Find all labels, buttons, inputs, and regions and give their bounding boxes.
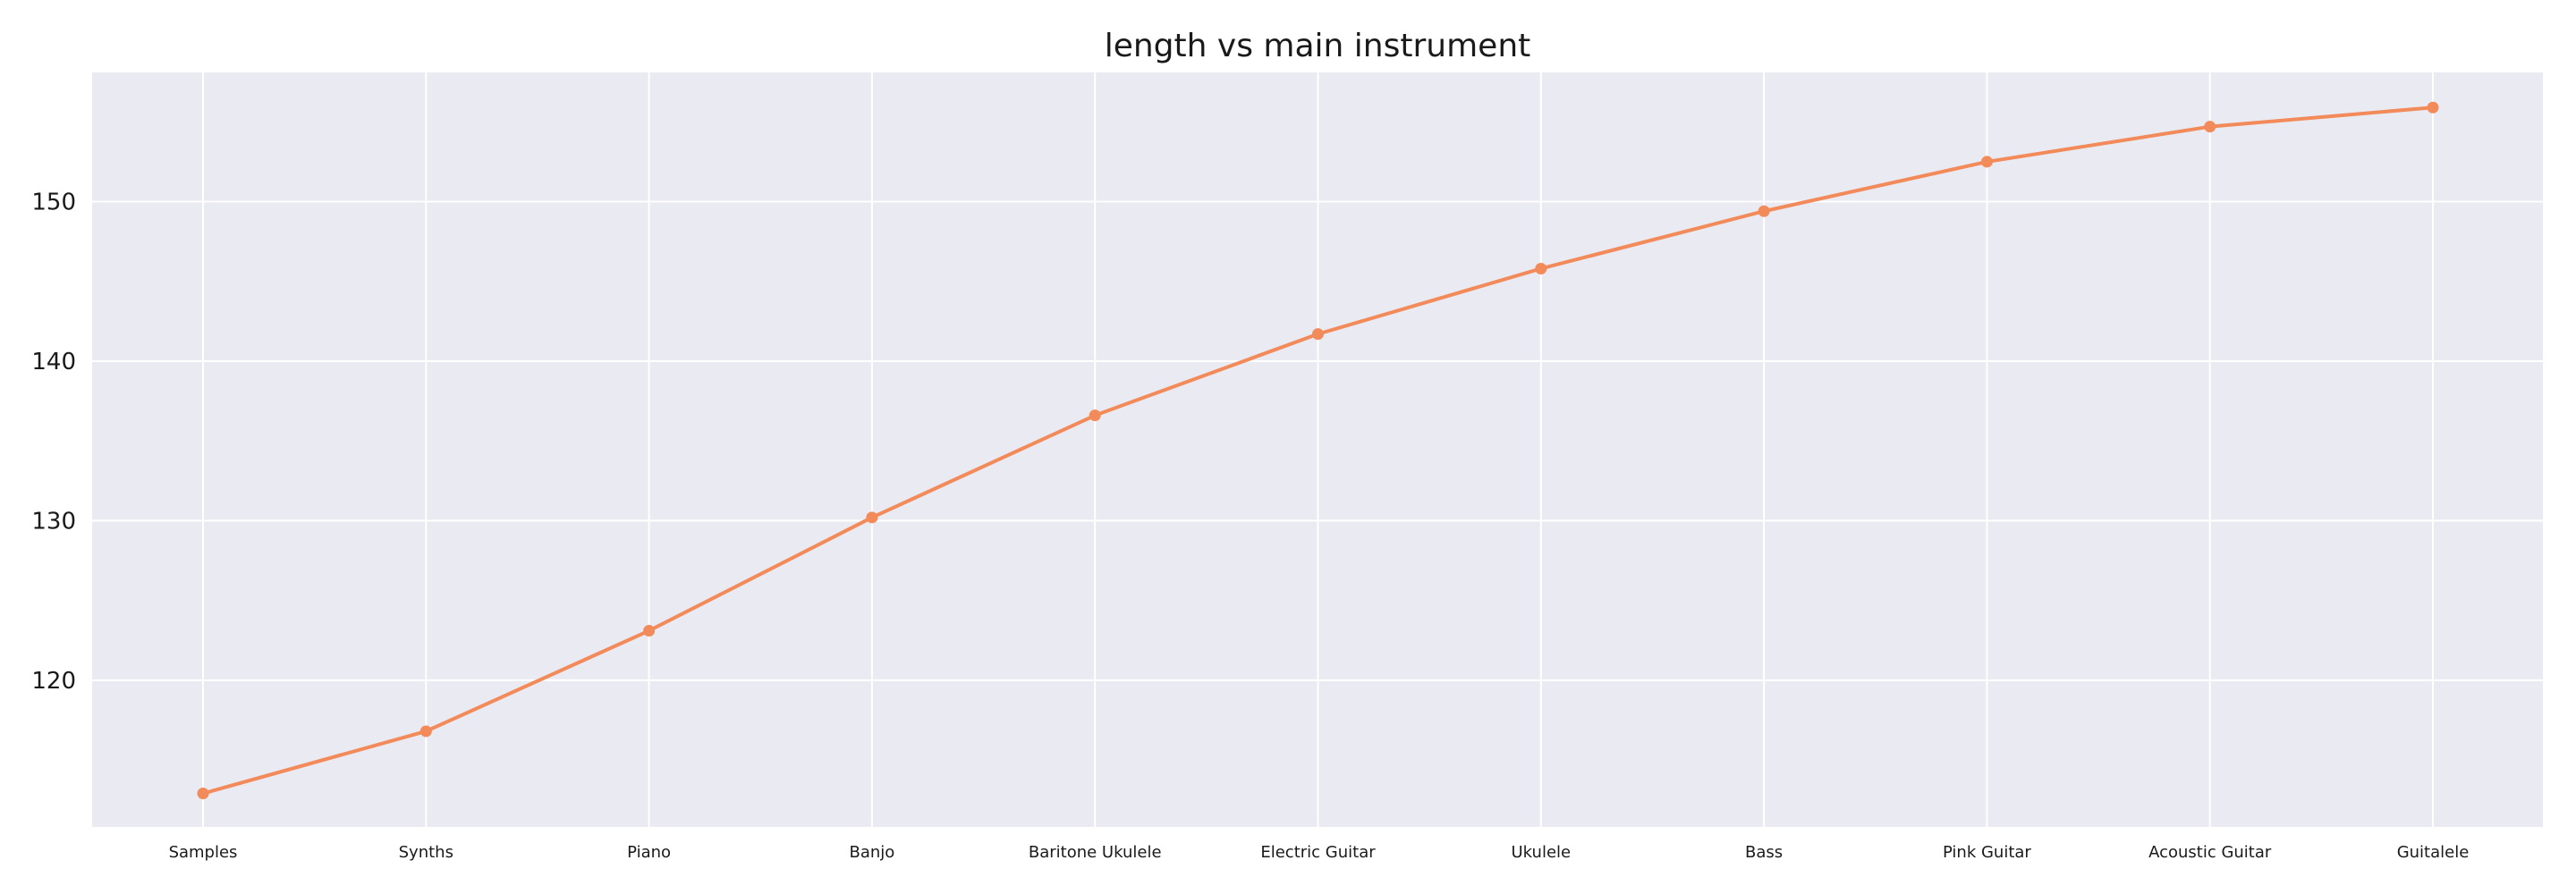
x-tick-label: Piano (627, 843, 671, 862)
data-point (2204, 121, 2216, 133)
x-tick-label: Acoustic Guitar (2148, 843, 2272, 862)
data-point (1535, 262, 1547, 274)
x-tick-label: Pink Guitar (1943, 843, 2031, 862)
data-point (2427, 101, 2439, 114)
data-point (1312, 328, 1324, 341)
x-tick-label: Guitalele (2397, 843, 2470, 862)
y-tick-label: 130 (31, 508, 76, 535)
data-point (197, 788, 209, 800)
x-tick-label: Bass (1745, 843, 1783, 862)
data-point (1980, 156, 1993, 168)
series-group (197, 101, 2439, 800)
y-axis-ticks: 120 130 140 150 (31, 190, 76, 695)
data-point (1089, 409, 1101, 422)
x-axis-ticks: Samples Synths Piano Banjo Baritone Ukulele E… (169, 843, 2470, 862)
data-point (419, 725, 432, 738)
chart-title: length vs main instrument (1105, 28, 1531, 64)
data-point (866, 511, 878, 524)
x-tick-label: Electric Guitar (1260, 843, 1376, 862)
y-tick-label: 150 (31, 190, 76, 216)
x-tick-label: Banjo (849, 843, 894, 862)
y-tick-label: 140 (31, 349, 76, 375)
grid-lines (92, 72, 2543, 827)
x-tick-label: Synths (399, 843, 453, 862)
x-tick-label: Ukulele (1511, 843, 1571, 862)
y-tick-label: 120 (31, 668, 76, 695)
data-point (643, 625, 656, 637)
x-tick-label: Samples (169, 843, 238, 862)
x-tick-label: Baritone Ukulele (1029, 843, 1162, 862)
data-point (1758, 205, 1770, 217)
